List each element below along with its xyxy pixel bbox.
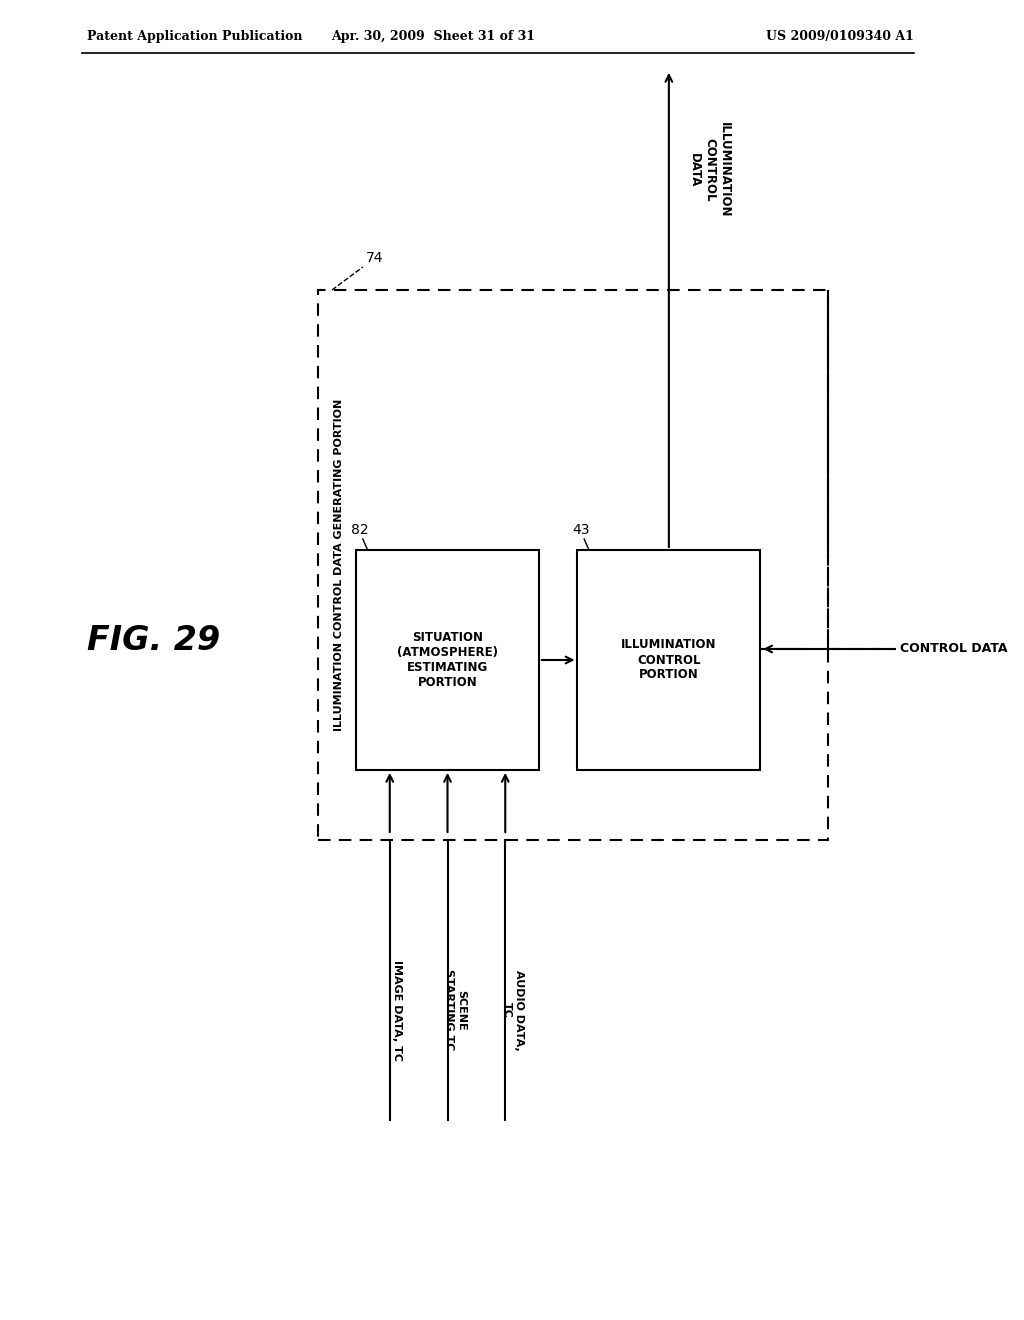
Text: IMAGE DATA, TC: IMAGE DATA, TC	[392, 960, 402, 1060]
Bar	[356, 550, 539, 770]
Text: 74: 74	[366, 251, 383, 265]
Text: SCENE
STARTING TC: SCENE STARTING TC	[444, 969, 466, 1051]
Text: 82: 82	[351, 523, 369, 537]
Bar	[317, 290, 827, 840]
Text: Patent Application Publication: Patent Application Publication	[87, 30, 302, 44]
Text: AUDIO DATA,
TC: AUDIO DATA, TC	[502, 970, 523, 1051]
Text: Apr. 30, 2009  Sheet 31 of 31: Apr. 30, 2009 Sheet 31 of 31	[331, 30, 536, 44]
Text: CONTROL DATA: CONTROL DATA	[900, 643, 1008, 656]
Text: SITUATION
(ATMOSPHERE)
ESTIMATING
PORTION: SITUATION (ATMOSPHERE) ESTIMATING PORTIO…	[397, 631, 498, 689]
Text: ILLUMINATION
CONTROL
DATA: ILLUMINATION CONTROL DATA	[688, 123, 731, 218]
Bar	[578, 550, 760, 770]
Text: US 2009/0109340 A1: US 2009/0109340 A1	[766, 30, 914, 44]
Text: 43: 43	[572, 523, 590, 537]
Text: ILLUMINATION CONTROL DATA GENERATING PORTION: ILLUMINATION CONTROL DATA GENERATING POR…	[334, 399, 344, 731]
Text: FIG. 29: FIG. 29	[87, 623, 220, 656]
Text: ILLUMINATION
CONTROL
PORTION: ILLUMINATION CONTROL PORTION	[622, 639, 717, 681]
